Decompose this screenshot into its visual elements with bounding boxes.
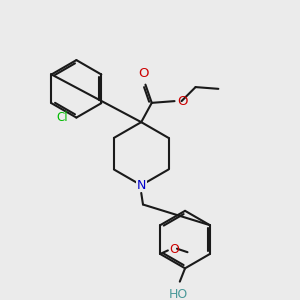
Text: Cl: Cl — [56, 111, 68, 124]
Text: N: N — [136, 179, 146, 192]
Text: O: O — [169, 243, 179, 256]
Text: HO: HO — [169, 288, 188, 300]
Text: O: O — [178, 94, 188, 108]
Text: O: O — [138, 67, 149, 80]
